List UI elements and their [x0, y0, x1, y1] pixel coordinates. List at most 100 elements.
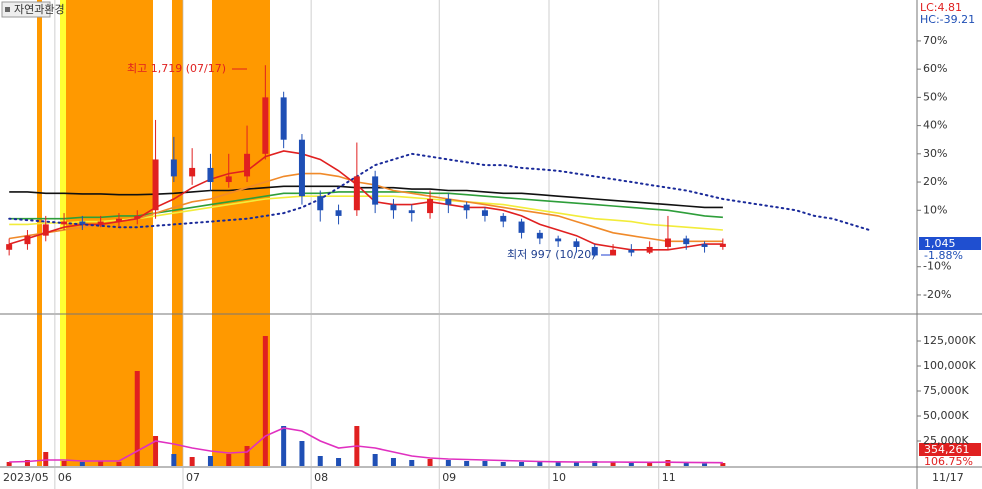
volume-bar — [98, 461, 104, 466]
volume-bar — [226, 454, 232, 466]
candle-body — [317, 196, 324, 211]
volume-bar — [43, 452, 49, 466]
x-tick-label: 09 — [442, 471, 456, 484]
y-tick-label: 40% — [923, 119, 947, 132]
candle-body — [24, 235, 31, 245]
volume-bar — [519, 462, 525, 466]
volume-bar — [628, 463, 634, 466]
volume-bar — [281, 426, 287, 466]
x-tick-label: 07 — [186, 471, 200, 484]
y-tick-label: 10% — [923, 203, 947, 216]
candle-body — [445, 198, 452, 205]
signal-band — [60, 0, 66, 466]
candle-body — [353, 176, 360, 211]
moving-average — [9, 191, 723, 220]
x-tick-label: 11 — [662, 471, 676, 484]
hc-label: HC:-39.21 — [920, 13, 975, 26]
candle-body — [280, 97, 287, 140]
candle-body — [500, 215, 507, 222]
volume-bar — [573, 462, 579, 466]
volume-ratio: 106.75% — [924, 455, 973, 468]
volume-bar — [6, 462, 12, 466]
candle-body — [390, 204, 397, 211]
volume-bar — [207, 456, 213, 466]
y-tick-label: 50% — [923, 90, 947, 103]
candle-body — [335, 210, 342, 216]
candle-body — [719, 243, 726, 247]
volume-bar — [500, 462, 506, 466]
candle-body — [481, 210, 488, 216]
candle-body — [207, 167, 214, 183]
volume-bar — [537, 462, 543, 466]
x-tick-label: 2023/05 — [3, 471, 49, 484]
volume-bar — [390, 458, 396, 466]
candle-body — [573, 241, 580, 247]
y-tick-label: 125,000K — [923, 334, 976, 347]
candle-body — [646, 246, 653, 253]
y-tick-label: -10% — [923, 260, 951, 273]
candle-body — [298, 139, 305, 197]
volume-bar — [372, 454, 378, 466]
volume-bar — [482, 461, 488, 466]
candle-body — [42, 224, 49, 236]
candle-body — [664, 238, 671, 247]
volume-bar — [116, 462, 122, 466]
volume-bar — [336, 458, 342, 466]
volume-bar — [702, 463, 708, 466]
candle-body — [262, 97, 269, 154]
candle-body — [683, 238, 690, 245]
x-tick-label: 06 — [58, 471, 72, 484]
volume-bar — [409, 460, 415, 466]
title-box — [1, 1, 51, 18]
candle-body — [79, 221, 86, 225]
volume-bar — [262, 336, 268, 466]
price-change: -1.88% — [924, 249, 963, 262]
price-badge-bg — [919, 237, 981, 250]
candle-body — [427, 198, 434, 214]
x-tick-label: 10 — [552, 471, 566, 484]
chart-title: 자연과환경 — [14, 3, 65, 16]
candle-body — [463, 204, 470, 211]
y-tick-label: 30% — [923, 147, 947, 160]
end-date: 11/17 — [932, 471, 964, 484]
y-tick-label: -20% — [923, 288, 951, 301]
volume-bar — [683, 463, 689, 466]
candle-body — [591, 246, 598, 256]
candle-body — [628, 249, 635, 253]
volume-badge-bg — [919, 443, 981, 456]
volume-bar — [171, 454, 177, 466]
candle-body — [536, 232, 543, 239]
moving-average — [8, 150, 723, 251]
candle-body — [6, 244, 13, 250]
candle-body — [610, 249, 617, 256]
candle-body — [97, 221, 104, 225]
volume-bar — [464, 461, 470, 466]
volume-bar — [445, 460, 451, 466]
candle-body — [189, 167, 196, 177]
y-tick-label: 70% — [923, 34, 947, 47]
y-tick-label: 75,000K — [923, 384, 969, 397]
volume-bar — [427, 459, 433, 466]
candle-body — [115, 218, 122, 222]
y-tick-label: 25,000K — [923, 434, 969, 447]
volume-bar — [317, 456, 323, 466]
volume-bar — [720, 463, 726, 466]
title-icon — [5, 7, 10, 12]
volume-bar — [592, 461, 598, 466]
candle-body — [134, 215, 141, 219]
candle-body — [61, 221, 68, 225]
volume-bar — [61, 461, 67, 466]
low-annotation: 최저 997 (10/20) — [507, 248, 596, 261]
signal-band — [212, 0, 270, 466]
y-tick-label: 60% — [923, 62, 947, 75]
candle-body — [244, 153, 251, 177]
moving-average — [8, 152, 871, 231]
y-tick-label: 50,000K — [923, 409, 969, 422]
candle-body — [372, 176, 379, 205]
high-annotation: 최고 1,719 (07/17) — [127, 62, 226, 75]
moving-average — [9, 185, 723, 209]
volume-bar — [24, 460, 30, 466]
